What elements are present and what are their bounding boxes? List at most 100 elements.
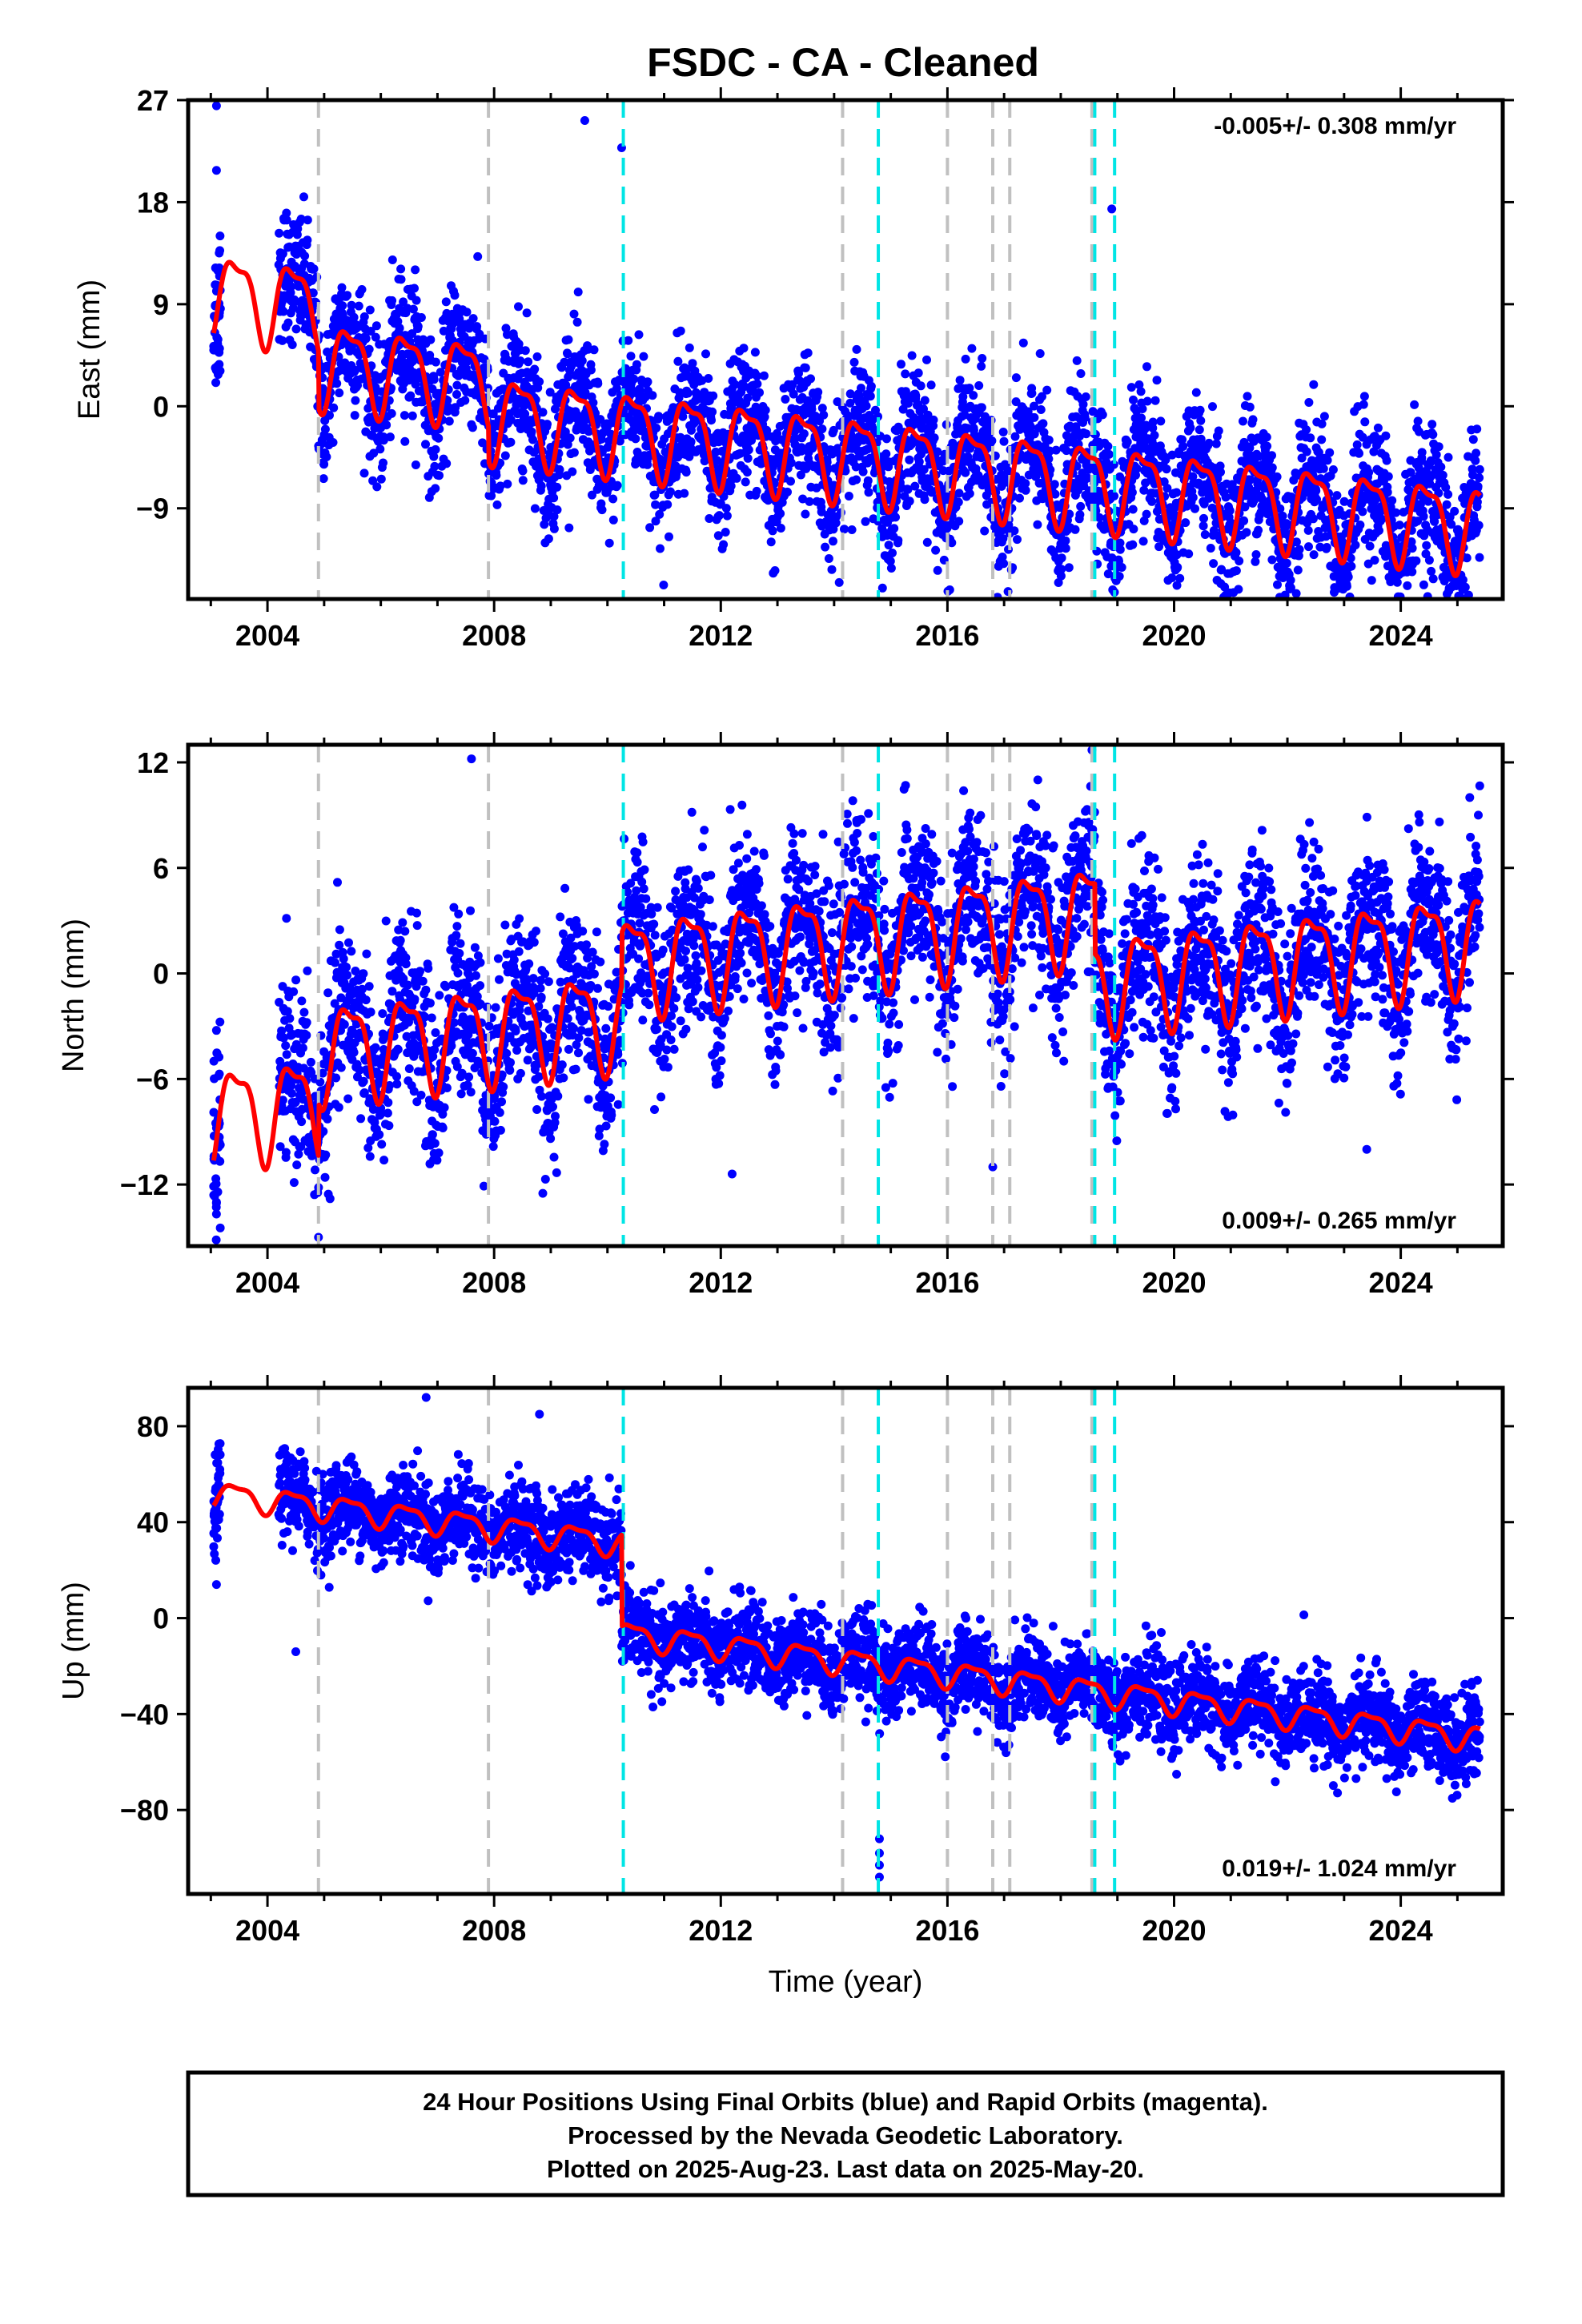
data-point: [538, 408, 548, 417]
data-point: [1173, 562, 1182, 572]
data-point: [593, 379, 603, 388]
data-point: [545, 388, 555, 397]
data-point: [353, 380, 362, 390]
data-point: [713, 531, 723, 541]
data-point: [861, 401, 871, 411]
data-point: [770, 566, 780, 575]
data-point: [681, 468, 691, 477]
data-point: [364, 982, 374, 991]
data-point: [1208, 402, 1217, 412]
data-point: [776, 509, 785, 518]
data-point: [1122, 437, 1132, 447]
data-point: [400, 436, 410, 446]
data-point: [1355, 448, 1363, 458]
data-point: [303, 235, 312, 245]
data-point: [213, 335, 223, 344]
data-point: [634, 330, 644, 340]
data-point: [817, 404, 827, 413]
data-point: [323, 1114, 332, 1124]
data-point: [406, 391, 416, 400]
data-point: [673, 356, 683, 366]
data-point: [1427, 566, 1436, 576]
data-point: [399, 297, 408, 307]
data-point: [1115, 545, 1125, 554]
data-point: [552, 505, 562, 515]
data-point: [1295, 545, 1304, 554]
data-point: [905, 497, 914, 506]
data-point: [1254, 525, 1263, 535]
data-point: [421, 440, 430, 449]
data-point: [1428, 574, 1438, 584]
data-point: [768, 526, 777, 536]
data-point: [1355, 521, 1365, 529]
data-point: [1186, 423, 1195, 432]
data-point: [400, 411, 409, 420]
data-point: [1044, 436, 1054, 444]
data-point: [535, 377, 544, 387]
data-point: [965, 384, 974, 393]
data-point: [882, 434, 891, 444]
data-point: [933, 565, 942, 575]
data-point: [1370, 556, 1379, 565]
data-point: [522, 308, 532, 318]
data-point: [893, 536, 903, 545]
data-point: [488, 1142, 498, 1152]
data-point: [1027, 388, 1037, 398]
data-point: [1103, 441, 1113, 451]
data-point: [732, 473, 741, 483]
data-point: [1451, 609, 1460, 618]
data-point: [1011, 373, 1021, 383]
data-point: [516, 356, 525, 366]
data-point: [1474, 521, 1484, 530]
data-point: [722, 511, 732, 521]
data-point: [1267, 463, 1277, 472]
data-point: [1303, 525, 1313, 535]
data-point: [819, 410, 829, 420]
data-point: [452, 380, 462, 390]
data-point: [215, 366, 225, 376]
data-point: [1137, 413, 1146, 423]
data-point: [1262, 432, 1271, 442]
data-point: [651, 500, 661, 509]
data-point: [794, 368, 803, 378]
data-point: [796, 470, 805, 480]
data-point: [480, 355, 489, 364]
data-point: [412, 296, 421, 305]
data-point: [919, 404, 928, 414]
data-point: [1216, 468, 1225, 476]
data-point: [685, 343, 694, 352]
data-point: [740, 382, 749, 392]
data-point: [439, 326, 448, 336]
data-point: [947, 538, 957, 548]
data-point: [409, 372, 419, 382]
data-point: [551, 404, 560, 414]
data-point: [334, 1103, 343, 1112]
data-point: [1142, 509, 1151, 519]
data-point: [331, 958, 339, 967]
data-point: [1114, 572, 1124, 581]
outlier-point: [1172, 581, 1182, 590]
data-point: [704, 374, 713, 383]
data-point: [563, 349, 572, 359]
data-point: [1018, 338, 1028, 348]
data-point: [1454, 618, 1463, 627]
data-point: [496, 481, 505, 491]
data-point: [333, 878, 342, 887]
data-point: [530, 364, 540, 374]
data-point: [527, 427, 536, 436]
data-point: [484, 384, 492, 393]
data-point: [215, 263, 224, 273]
data-point: [969, 391, 978, 400]
data-point: [1110, 491, 1119, 501]
x-tick-label: 2008: [462, 619, 526, 652]
data-point: [1267, 451, 1276, 460]
data-point: [332, 379, 342, 388]
data-point: [336, 1063, 346, 1072]
data-point: [555, 464, 564, 474]
data-point: [211, 1174, 221, 1184]
data-point: [1283, 611, 1291, 620]
data-point: [1263, 441, 1272, 451]
data-point: [378, 1009, 387, 1019]
data-point: [1422, 541, 1431, 550]
data-point: [1148, 417, 1158, 427]
